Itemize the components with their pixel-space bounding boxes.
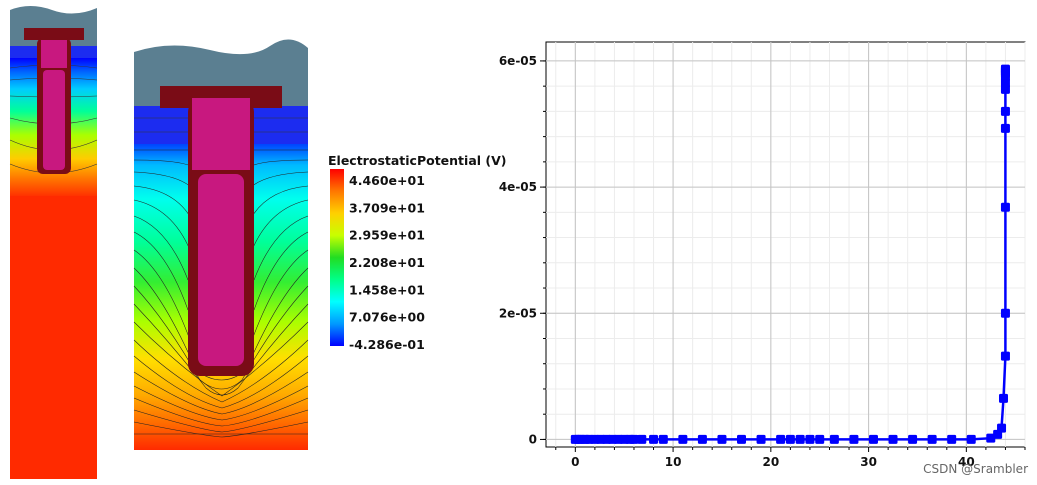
x-tick-label: 30	[860, 455, 877, 469]
data-point	[849, 435, 858, 444]
data-point	[717, 435, 726, 444]
data-point	[1001, 309, 1010, 318]
y-tick-label: 2e-05	[499, 306, 537, 320]
data-point	[999, 394, 1008, 403]
data-point	[1001, 124, 1010, 133]
y-tick-label: 6e-05	[499, 54, 537, 68]
data-point	[698, 435, 707, 444]
x-tick-label: 10	[665, 455, 682, 469]
watermark: CSDN @Srambler	[923, 462, 1028, 476]
data-point	[786, 435, 795, 444]
data-point	[796, 435, 805, 444]
data-point	[757, 435, 766, 444]
data-point	[815, 435, 824, 444]
data-point	[967, 435, 976, 444]
data-point	[947, 435, 956, 444]
data-point	[1001, 65, 1010, 74]
data-point	[908, 435, 917, 444]
data-point	[805, 435, 814, 444]
y-axis-ticks: 0 2e-05 4e-05 6e-05	[499, 54, 546, 447]
data-point	[830, 435, 839, 444]
data-point	[1001, 352, 1010, 361]
x-tick-label: 20	[762, 455, 779, 469]
data-point	[889, 435, 898, 444]
plot-area	[546, 42, 1025, 447]
data-point	[649, 435, 658, 444]
data-point	[678, 435, 687, 444]
data-point	[1001, 203, 1010, 212]
data-point	[928, 435, 937, 444]
data-point	[737, 435, 746, 444]
data-point	[637, 435, 646, 444]
data-point	[659, 435, 668, 444]
data-point	[629, 435, 638, 444]
y-tick-label: 0	[529, 432, 537, 446]
data-point	[997, 424, 1006, 433]
data-point	[1001, 107, 1010, 116]
y-tick-label: 4e-05	[499, 180, 537, 194]
x-tick-label: 0	[571, 455, 579, 469]
data-point	[869, 435, 878, 444]
data-point	[776, 435, 785, 444]
